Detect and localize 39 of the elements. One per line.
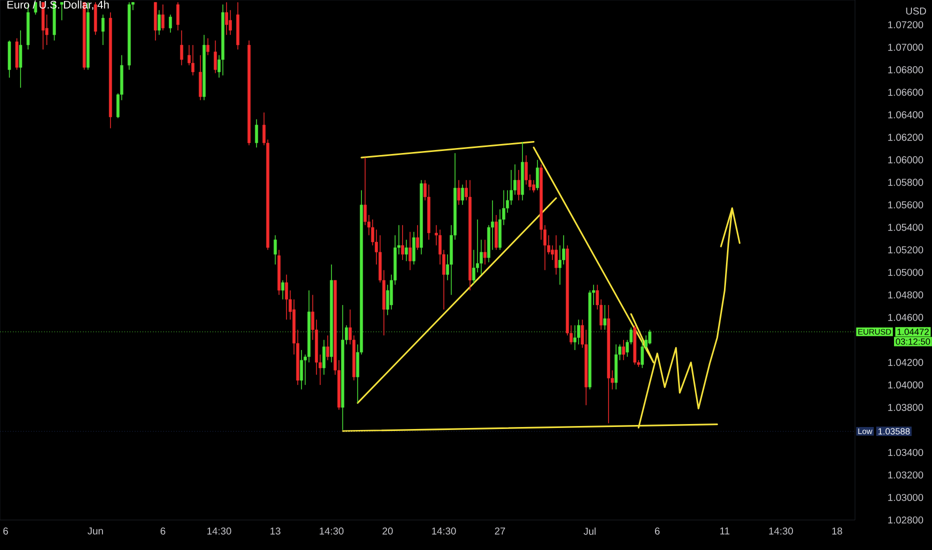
y-tick-label: 1.04800 — [888, 291, 924, 298]
y-tick-label: 1.04600 — [888, 314, 924, 321]
y-tick-label: 1.06400 — [888, 111, 924, 118]
x-tick-label: 13 — [270, 528, 280, 535]
y-tick-label: 1.02800 — [888, 516, 924, 524]
x-tick-label: 6 — [160, 528, 166, 535]
x-tick-label: Jun — [88, 528, 103, 534]
x-tick-label: 14:30 — [769, 528, 793, 535]
y-tick-label: 1.03200 — [888, 471, 924, 478]
y-axis-title: USD — [906, 8, 926, 15]
y-tick-label: 1.07000 — [888, 44, 924, 51]
text: 03:12:50 — [896, 338, 930, 345]
x-tick-label: 14:30 — [432, 528, 456, 535]
text: 1.04472 — [897, 328, 929, 335]
x-tick-label: 6 — [3, 528, 8, 535]
x-tick-label: 20 — [382, 528, 393, 535]
y-tick-label: 1.05400 — [888, 224, 924, 231]
text: 1.03588 — [878, 428, 910, 434]
y-tick-label: 1.06000 — [888, 156, 924, 164]
y-tick-label: 1.06800 — [888, 66, 924, 74]
y-tick-label: 1.05000 — [888, 268, 924, 276]
y-tick-label: 1.05200 — [888, 246, 924, 254]
x-tick-label: 14:30 — [320, 528, 344, 535]
y-tick-label: 1.04000 — [888, 381, 924, 388]
x-tick-label: 27 — [494, 528, 506, 534]
y-tick-label: 1.03000 — [888, 494, 924, 502]
y-tick-label: 1.03800 — [888, 404, 924, 411]
y-tick-label: 1.04200 — [888, 358, 924, 366]
x-tick-label: 18 — [832, 528, 842, 535]
y-tick-label: 1.03400 — [888, 448, 924, 456]
x-tick-label: 11 — [720, 528, 730, 534]
y-tick-label: 1.05600 — [888, 201, 924, 208]
y-tick-label: 1.07200 — [888, 21, 924, 28]
x-tick-label: 14:30 — [207, 528, 232, 535]
y-tick-label: 1.06200 — [888, 134, 924, 141]
y-tick-label: 1.05800 — [888, 178, 924, 186]
y-tick-label: 1.06600 — [888, 88, 924, 96]
x-tick-label: Jul — [584, 528, 596, 535]
x-tick-label: 6 — [654, 528, 660, 535]
